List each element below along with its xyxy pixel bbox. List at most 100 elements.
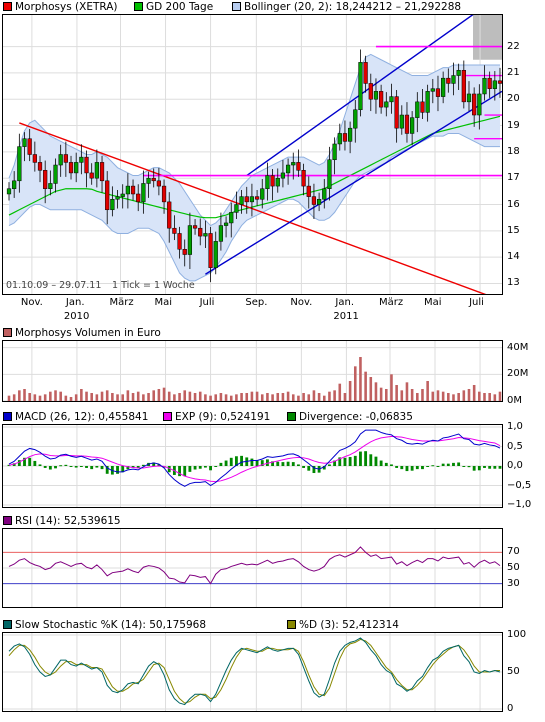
candle-body-6 (37, 162, 43, 171)
volume-bar-27 (147, 393, 150, 401)
legend-exp: EXP (9): 0,524191 (163, 410, 270, 424)
volume-swatch (3, 328, 12, 337)
divergence-bar-17 (95, 466, 99, 468)
divergence-bar-51 (271, 461, 275, 466)
volume-bar-63 (333, 390, 336, 401)
volume-bar-29 (157, 389, 161, 401)
candle-body-78 (410, 117, 415, 134)
divergence-bar-11 (64, 464, 68, 466)
divergence-bar-89 (467, 466, 471, 468)
rsi-ytick-1: 50 (507, 562, 520, 573)
price-xtick-8: März (378, 297, 404, 308)
volume-bar-66 (348, 381, 352, 401)
volume-bar-22 (121, 394, 124, 401)
volume-bar-10 (59, 391, 62, 401)
macd-ytick-1: 0,5 (507, 440, 523, 452)
volume-bar-14 (80, 389, 83, 401)
divergence-bar-26 (141, 464, 145, 466)
volume-bar-69 (364, 371, 367, 401)
stoch-k-line (8, 637, 501, 706)
legend-divergence: Divergence: -0,06835 (287, 410, 413, 424)
candle-body-18 (99, 162, 105, 182)
volume-bar-62 (328, 391, 331, 401)
candle-body-12 (68, 162, 74, 174)
candle-body-85 (446, 77, 451, 84)
volume-bar-51 (271, 394, 274, 401)
volume-bar-56 (297, 395, 300, 401)
divergence-bar-15 (85, 466, 88, 468)
rsi-ytick-0: 70 (507, 546, 520, 558)
candle-body-21 (115, 196, 120, 200)
k-swatch (3, 620, 12, 629)
candle-body-87 (456, 70, 461, 76)
divergence-bar-28 (152, 462, 156, 466)
candle-body-88 (461, 70, 466, 103)
volume-bar-34 (183, 390, 187, 401)
macd-ytick-2: 0,0 (507, 460, 523, 471)
candle-body-47 (249, 196, 255, 203)
candle-body-46 (244, 196, 249, 203)
candle-body-29 (156, 180, 161, 187)
candle-body-28 (151, 177, 156, 182)
volume-bar-94 (493, 394, 497, 401)
divergence-bar-86 (452, 462, 455, 466)
candle-body-70 (368, 83, 373, 100)
volume-bar-92 (483, 393, 486, 401)
divergence-bar-48 (255, 460, 259, 466)
candle-body-77 (404, 114, 410, 134)
divergence-bar-93 (488, 466, 492, 469)
divergence-bar-56 (297, 464, 300, 466)
volume-bar-86 (452, 394, 455, 401)
candle-body-52 (275, 177, 280, 187)
volume-bar-26 (142, 394, 145, 401)
candle-body-84 (441, 77, 446, 97)
price-xtick-1: Jan. (65, 297, 85, 308)
price-xtick-2: März (109, 297, 134, 308)
candle-body-23 (125, 185, 130, 195)
volume-bar-25 (136, 391, 140, 401)
candle-body-25 (136, 193, 141, 203)
candle-body-95 (497, 80, 502, 84)
divergence-bar-9 (54, 466, 57, 469)
volume-bar-85 (447, 393, 450, 401)
candle-body-61 (322, 188, 327, 200)
volume-bar-39 (209, 395, 212, 401)
candle-body-66 (348, 127, 353, 142)
candle-body-57 (301, 170, 306, 187)
stoch-ytick-2: 0 (507, 703, 514, 714)
divergence-bar-37 (198, 466, 202, 469)
volume-bar-90 (472, 385, 476, 401)
candle-body-68 (358, 62, 363, 111)
candle-body-30 (161, 185, 167, 203)
candle-body-62 (327, 159, 332, 189)
divergence-bar-83 (436, 466, 440, 467)
rsi-chart-svg (3, 529, 502, 607)
legend-exp-label: EXP (9): 0,524191 (175, 411, 271, 423)
price-legend: Morphosys (XETRA) GD 200 Tage Bollinger … (0, 0, 545, 14)
volume-bar-16 (90, 393, 93, 401)
divergence-bar-71 (374, 456, 378, 466)
divergence-bar-23 (126, 466, 130, 470)
candle-body-64 (337, 133, 342, 145)
candle-body-45 (239, 196, 244, 205)
candle-body-42 (223, 222, 229, 226)
candle-body-24 (130, 185, 136, 195)
divergence-bar-74 (390, 464, 393, 466)
volume-bar-78 (410, 389, 414, 401)
volume-bar-91 (478, 391, 481, 401)
candle-body-93 (487, 77, 492, 89)
divergence-bar-31 (167, 466, 171, 473)
divergence-bar-36 (193, 466, 197, 470)
legend-rsi-label: RSI (14): 52,539615 (15, 515, 121, 527)
stoch-chart-svg (3, 633, 502, 711)
volume-bar-49 (260, 394, 264, 401)
macd-ytick-0: 1,0 (507, 421, 523, 432)
divergence-bar-52 (276, 461, 280, 466)
candle-body-58 (306, 185, 311, 197)
stoch-d-line (8, 638, 500, 704)
divergence-bar-33 (178, 466, 181, 477)
legend-volume: Morphosys Volumen in Euro (3, 326, 161, 340)
divergence-bar-58 (307, 466, 311, 471)
volume-bar-4 (28, 393, 31, 401)
candle-body-89 (466, 93, 472, 103)
